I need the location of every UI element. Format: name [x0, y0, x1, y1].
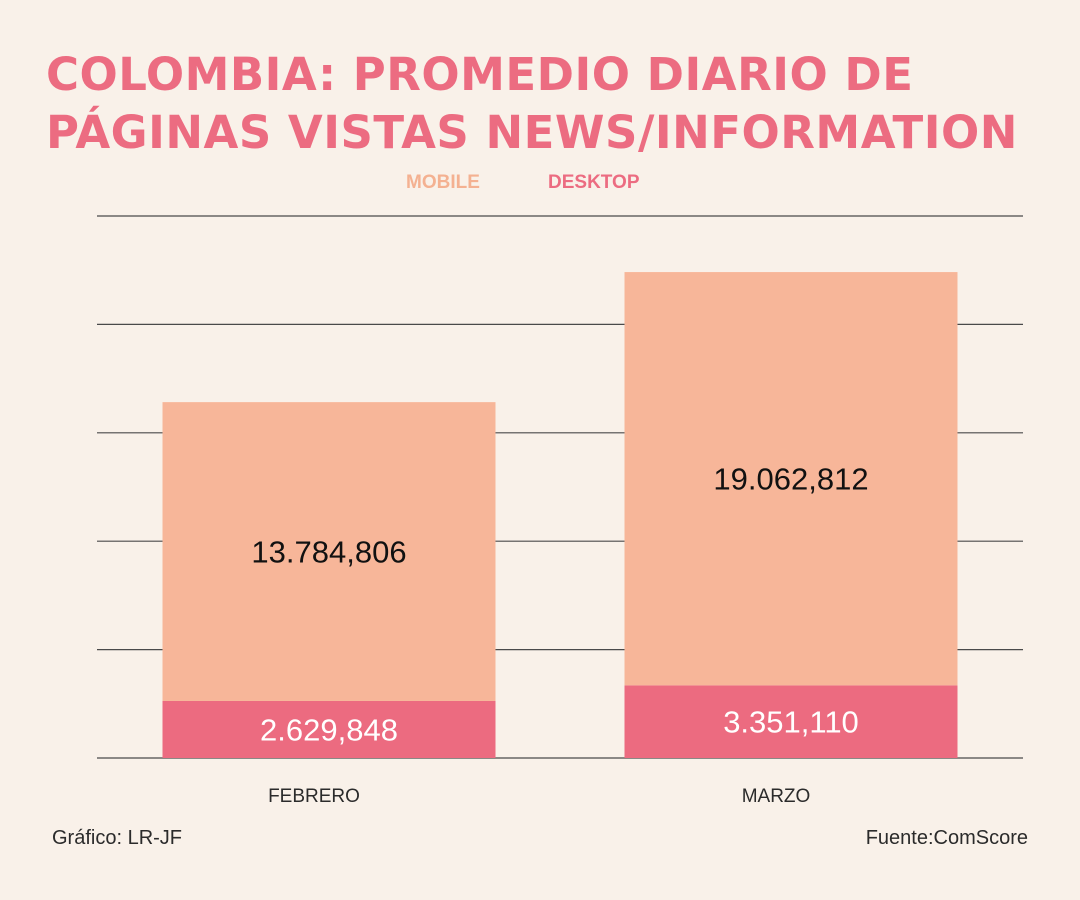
legend-desktop: DESKTOP: [548, 172, 640, 193]
x-tick-label-marzo: MARZO: [742, 786, 811, 807]
x-tick-label-febrero: FEBRERO: [268, 786, 360, 807]
footer-credit: Gráfico: LR-JF: [52, 827, 183, 849]
data-label-desktop-febrero: 2.629,848: [260, 712, 398, 747]
legend: MOBILE DESKTOP: [0, 172, 1080, 196]
data-label-desktop-marzo: 3.351,110: [723, 705, 859, 740]
legend-mobile: MOBILE: [406, 172, 480, 193]
bar-mobile-marzo: [624, 272, 958, 686]
bar-desktop-febrero: [162, 700, 496, 758]
data-label-mobile-marzo: 19.062,812: [713, 462, 868, 497]
chart-title-line-1: COLOMBIA: PROMEDIO DIARIO DE: [46, 48, 914, 101]
bar-desktop-marzo: [624, 685, 958, 758]
bar-mobile-febrero: [162, 402, 496, 701]
chart-title: COLOMBIA: PROMEDIO DIARIO DE PÁGINAS VIS…: [46, 46, 1056, 162]
footer-source: Fuente:ComScore: [865, 827, 1028, 849]
chart-title-line-2: PÁGINAS VISTAS NEWS/INFORMATION: [46, 106, 1018, 159]
data-label-mobile-febrero: 13.784,806: [251, 535, 406, 570]
